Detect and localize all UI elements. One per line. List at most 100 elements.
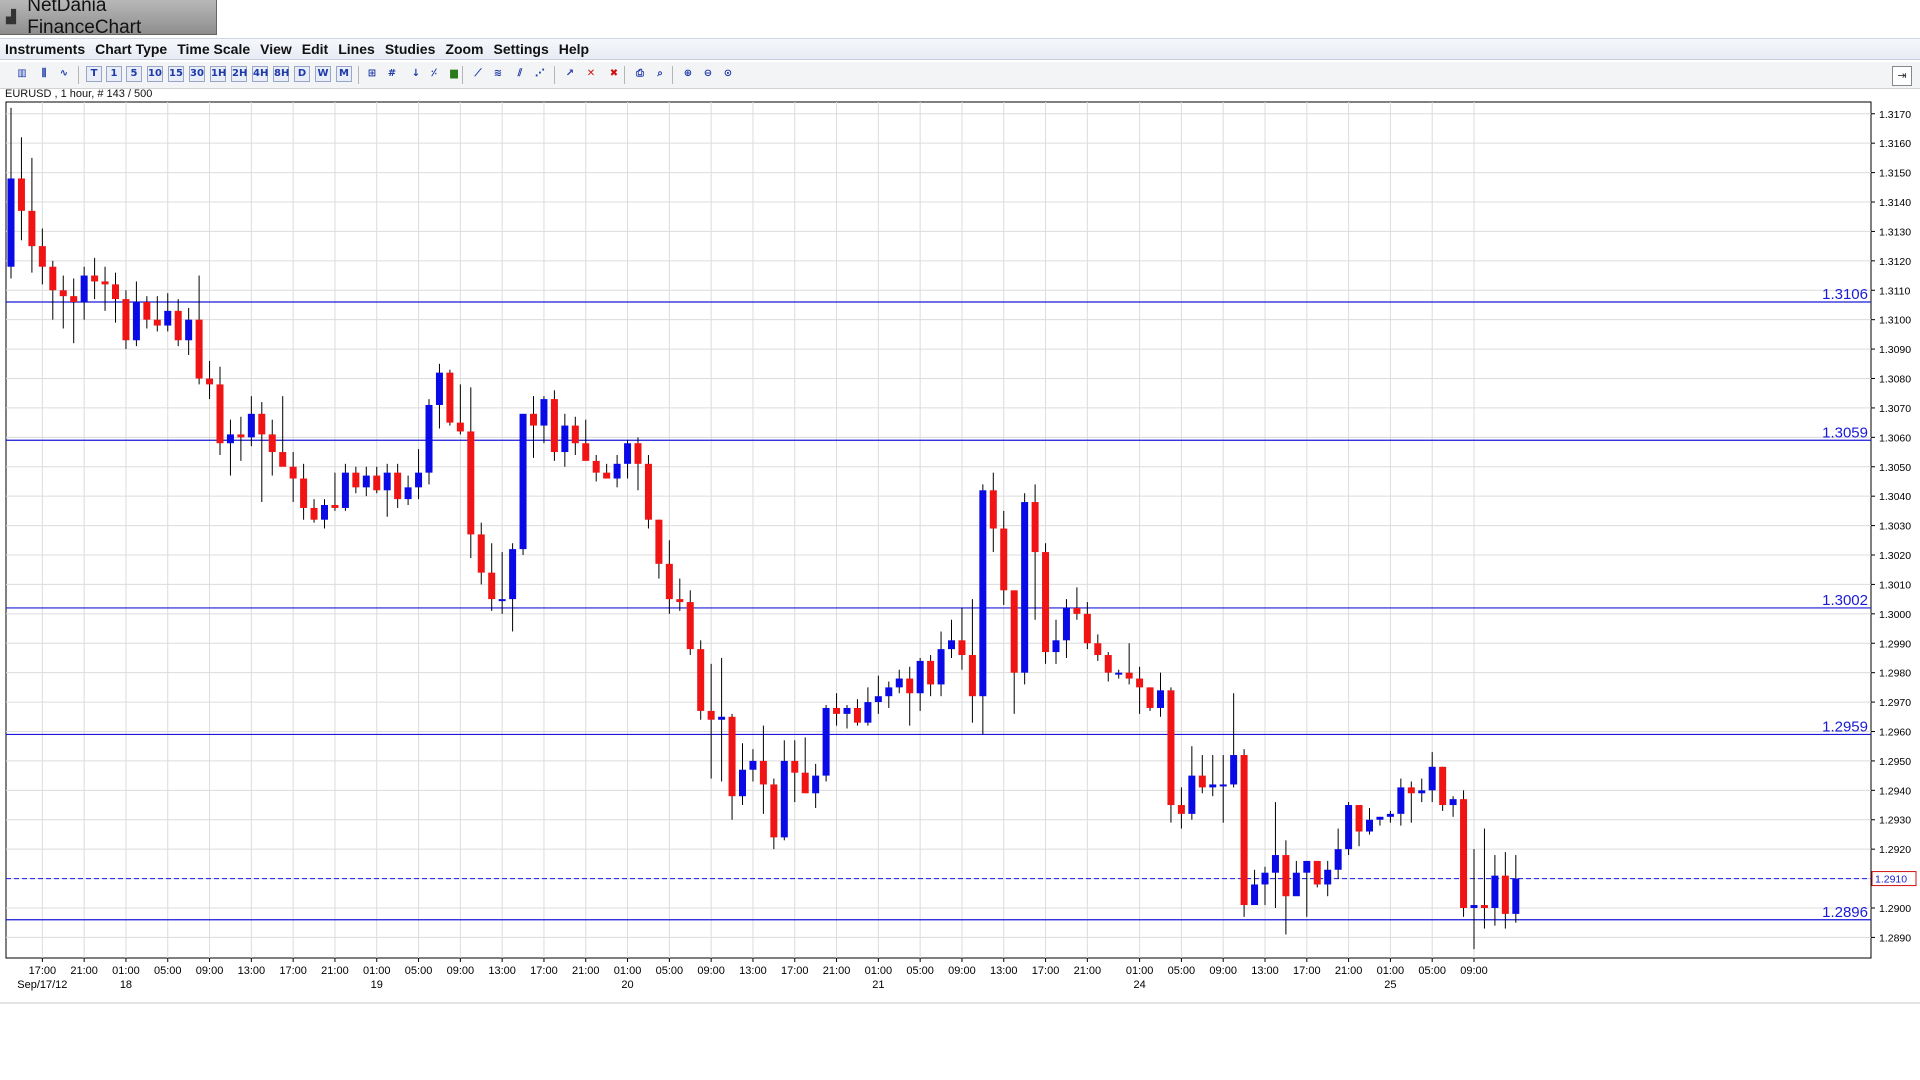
y-tick-label: 1.3040	[1879, 491, 1911, 503]
candle-body	[540, 399, 548, 426]
y-tick-label: 1.3130	[1879, 226, 1911, 238]
1min-button[interactable]: 1	[106, 66, 122, 82]
volume-icon[interactable]: ▆	[450, 68, 458, 79]
candle-body	[686, 602, 694, 650]
5min-button[interactable]: 5	[126, 66, 142, 82]
zoom-out-icon[interactable]: ⊖	[703, 68, 713, 79]
menu-instruments[interactable]: Instruments	[5, 41, 86, 57]
candle-body	[843, 707, 851, 714]
grid-icon[interactable]: #	[387, 68, 397, 79]
candle-body	[268, 434, 276, 453]
1hour-button[interactable]: 1H	[210, 66, 226, 82]
current-price-label: 1.2910	[1875, 874, 1907, 886]
menu-zoom[interactable]: Zoom	[445, 41, 484, 57]
y-tick-label: 1.2970	[1879, 697, 1911, 709]
expand-panel-icon[interactable]: ⇥	[1892, 66, 1912, 86]
zoom-reset-icon[interactable]: ⊙	[723, 68, 733, 79]
zoom-in-icon[interactable]: ⊕	[683, 68, 693, 79]
menu-view[interactable]: View	[260, 41, 292, 57]
line-tool-icon[interactable]: ⸓	[430, 68, 438, 79]
candle-body	[1418, 790, 1426, 794]
candle-body	[38, 246, 46, 267]
candle-body	[1251, 884, 1259, 906]
y-tick-label: 1.3030	[1879, 521, 1911, 533]
2hour-button[interactable]: 2H	[231, 66, 247, 82]
daily-button[interactable]: D	[294, 66, 310, 82]
candle-body	[1512, 878, 1520, 914]
channel-icon[interactable]: ⫽	[517, 68, 523, 79]
tick-button[interactable]: T	[86, 66, 102, 82]
arrow-down-icon[interactable]: ↓	[411, 68, 421, 79]
y-tick-label: 1.2980	[1879, 668, 1911, 680]
candle-body	[49, 266, 57, 291]
candle-body	[1031, 502, 1039, 553]
support-resistance-label: 1.2896	[1822, 904, 1868, 921]
candle-body	[310, 507, 318, 520]
4hour-button[interactable]: 4H	[252, 66, 268, 82]
candle-body	[1397, 787, 1405, 814]
x-tick-label: 09:00	[196, 965, 224, 977]
x-tick-label: 09:00	[1460, 965, 1488, 977]
delete-all-icon[interactable]: ✖	[609, 68, 619, 79]
trend-line-icon[interactable]: ⟋	[474, 68, 482, 79]
candle-body	[759, 760, 767, 785]
candle-body	[1188, 775, 1196, 814]
line-chart-icon[interactable]: ∿	[59, 68, 69, 79]
candle-body	[749, 760, 757, 770]
toolbar-separator	[78, 66, 79, 84]
10min-button[interactable]: 10	[147, 66, 163, 82]
menu-settings[interactable]: Settings	[493, 41, 549, 57]
y-tick-label: 1.2940	[1879, 785, 1911, 797]
bar-chart-icon[interactable]: ▥	[17, 68, 27, 79]
instrument-info: EURUSD , 1 hour, # 143 / 500	[5, 88, 153, 100]
y-tick-label: 1.3090	[1879, 344, 1911, 356]
candle-body	[1386, 813, 1394, 817]
monthly-button[interactable]: M	[336, 66, 352, 82]
pointer-icon[interactable]: ↗	[565, 68, 575, 79]
candle-body	[655, 519, 663, 564]
window-titlebar: ▟ NetDania FinanceChart	[0, 0, 1920, 38]
menu-lines[interactable]: Lines	[338, 41, 375, 57]
8hour-button[interactable]: 8H	[273, 66, 289, 82]
fan-icon[interactable]: ⋰	[535, 68, 545, 79]
candle-body	[728, 716, 736, 797]
candle-body	[404, 487, 412, 500]
candle-body	[331, 504, 339, 508]
15min-button[interactable]: 15	[168, 66, 184, 82]
y-tick-label: 1.3080	[1879, 374, 1911, 386]
candle-body	[1157, 690, 1164, 708]
menu-chart-type[interactable]: Chart Type	[95, 41, 168, 57]
print-icon[interactable]: ⎙	[636, 68, 644, 79]
x-tick-label: 13:00	[739, 965, 767, 977]
menu-edit[interactable]: Edit	[301, 41, 329, 57]
candle-body	[770, 784, 778, 838]
menu-studies[interactable]: Studies	[384, 41, 436, 57]
x-tick-label: 21:00	[70, 965, 98, 977]
candle-body	[1219, 784, 1227, 787]
candle-body	[1292, 872, 1300, 897]
candle-body	[1376, 816, 1384, 820]
y-tick-label: 1.2920	[1879, 844, 1911, 856]
weekly-button[interactable]: W	[315, 66, 331, 82]
x-tick-label: 01:00	[363, 965, 391, 977]
print-preview-icon[interactable]: ⌕	[657, 68, 663, 79]
x-date-label: Sep/17/12	[17, 979, 67, 991]
candle-chart-icon[interactable]: ⫼	[41, 68, 47, 79]
menu-help[interactable]: Help	[558, 41, 590, 57]
x-tick-label: 05:00	[1418, 965, 1446, 977]
crosshair-icon[interactable]: ⊞	[367, 68, 377, 79]
candle-body	[101, 281, 109, 285]
fibonacci-icon[interactable]: ≋	[493, 68, 503, 79]
menu-time-scale[interactable]: Time Scale	[177, 41, 251, 57]
candle-body	[226, 434, 234, 444]
candle-body	[1449, 799, 1457, 806]
window-title-tab[interactable]: ▟ NetDania FinanceChart	[0, 0, 217, 38]
candle-body	[1177, 805, 1185, 814]
toolbar-separator	[358, 66, 359, 84]
candle-body	[258, 413, 266, 435]
price-chart[interactable]: 1.3170 1.3160 1.3150 1.3140 1.3130 1.3120 1.31…	[0, 100, 1920, 1000]
delete-line-icon[interactable]: ✕	[586, 68, 596, 79]
candle-body	[467, 431, 475, 535]
30min-button[interactable]: 30	[189, 66, 205, 82]
candle-body	[530, 413, 537, 426]
